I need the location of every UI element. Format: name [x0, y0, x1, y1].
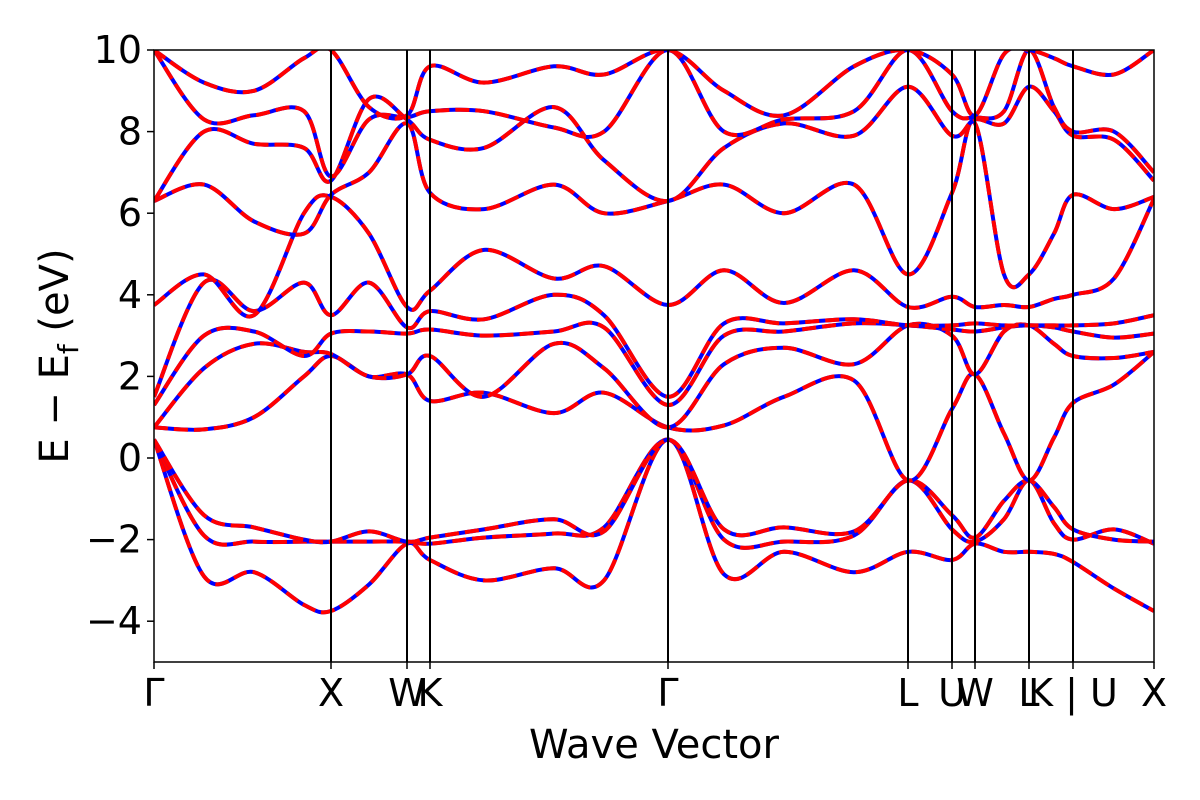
y-tick-label: 0	[118, 436, 142, 480]
band-9-dashed-line	[154, 119, 1154, 290]
x-tick-label: Γ	[657, 671, 678, 715]
x-tick-label: U	[938, 671, 966, 715]
y-tick-label: 10	[94, 28, 142, 72]
y-axis-title-unit: (eV)	[32, 248, 78, 344]
x-tick-label: X	[318, 671, 344, 715]
y-tick-label: 2	[118, 354, 142, 398]
band-1-dashed-line	[154, 437, 1154, 615]
band-lines	[154, 50, 1154, 615]
y-axis-title-subscript: f	[52, 343, 85, 354]
y-axis-title-main: E − E	[32, 354, 78, 464]
band-4-solid-line	[154, 350, 1154, 483]
y-tick-label: 6	[118, 191, 142, 235]
x-tick-label: W	[956, 671, 994, 715]
kpoint-lines	[330, 50, 1074, 662]
plot-frame	[153, 49, 1155, 663]
band-10-dashed-line	[154, 84, 1154, 204]
y-tick-label: −4	[86, 599, 142, 643]
x-tick-label: L	[897, 671, 918, 715]
band-10-solid-line	[154, 84, 1154, 204]
x-tick-label: K	[418, 671, 444, 715]
y-tick-label: 4	[118, 273, 142, 317]
x-tick-label: K | U	[1028, 671, 1118, 716]
band-1-solid-line	[154, 437, 1154, 615]
band-6-dashed-line	[154, 320, 1154, 407]
y-axis-ticks: −4 −2 0 2 4 6 8 10	[86, 28, 154, 643]
band-4-dashed-line	[154, 350, 1154, 483]
band-7-dashed-line	[154, 277, 1154, 399]
y-axis-title: E − Ef (eV)	[32, 248, 85, 463]
band-7-solid-line	[154, 277, 1154, 399]
x-tick-label: W	[388, 671, 426, 715]
x-axis-title: Wave Vector	[529, 722, 780, 768]
y-tick-label: −2	[86, 518, 142, 562]
x-tick-label: L	[1018, 671, 1039, 715]
x-tick-label: X	[1141, 671, 1167, 715]
y-tick-label: 8	[118, 110, 142, 154]
x-tick-label: Γ	[143, 671, 164, 715]
band-6-solid-line	[154, 320, 1154, 407]
band-11-dashed-line	[154, 50, 1154, 179]
band-8-dashed-line	[154, 193, 1154, 319]
